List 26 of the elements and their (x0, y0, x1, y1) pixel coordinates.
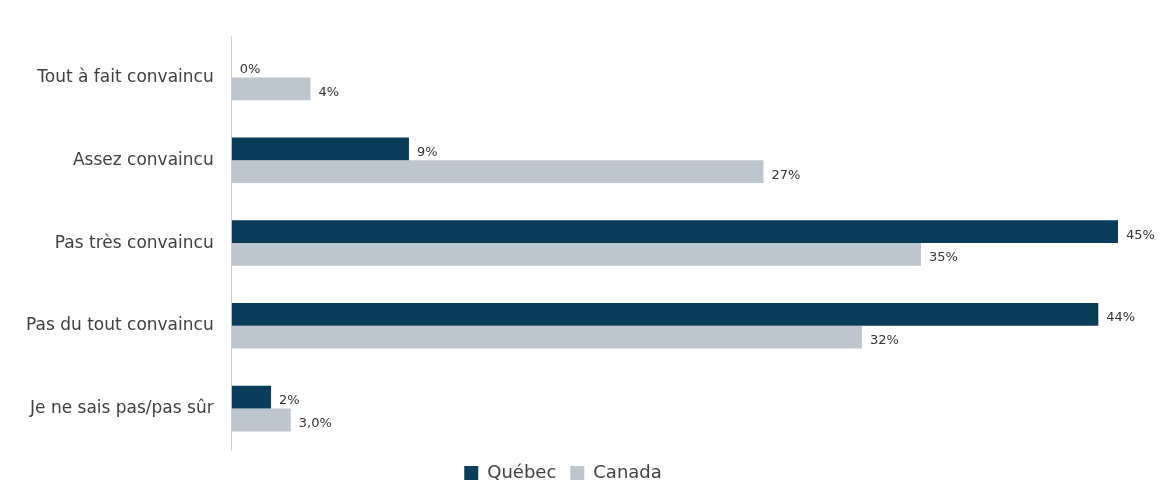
data-label: 3,0% (298, 414, 332, 430)
bar (231, 220, 1118, 244)
data-label: 32% (869, 332, 899, 348)
data-label: 4% (318, 83, 340, 99)
data-label: 45% (1126, 226, 1155, 242)
bar (231, 408, 291, 432)
bar (231, 325, 862, 349)
data-label: 44% (1106, 309, 1136, 325)
data-label: 35% (929, 249, 958, 265)
y-tick-label: Je ne sais pas/pas sûr (29, 397, 214, 418)
data-label: 0% (239, 61, 261, 77)
y-tick-label: Pas très convaincu (54, 231, 214, 252)
y-tick-label: Pas du tout convaincu (25, 314, 214, 335)
legend-label: Québec (487, 460, 557, 482)
y-tick-label: Assez convaincu (72, 148, 214, 169)
bar (231, 385, 272, 409)
data-label: 9% (416, 143, 438, 159)
bar (231, 137, 409, 161)
bar (231, 160, 764, 184)
bar (231, 243, 922, 266)
data-label: 27% (771, 166, 801, 182)
data-label: 2% (279, 392, 300, 408)
legend-label: Canada (593, 460, 662, 482)
y-tick-label: Tout à fait convaincu (36, 66, 214, 86)
bar (231, 303, 1099, 326)
bar (231, 77, 311, 101)
